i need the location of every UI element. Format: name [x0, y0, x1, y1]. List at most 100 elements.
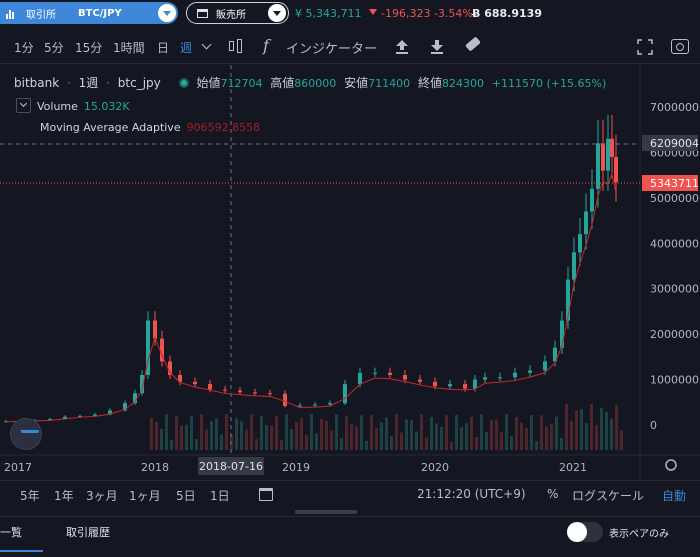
chevron-down-icon[interactable] — [158, 4, 176, 22]
low-label: 安値 — [344, 76, 369, 90]
pair-only-toggle[interactable] — [567, 522, 603, 542]
interval-week[interactable]: 週 — [180, 41, 193, 55]
volume-bar — [490, 419, 493, 450]
range-3m[interactable]: 3ヶ月 — [86, 489, 118, 503]
y-tick-label: 0 — [650, 419, 657, 432]
crosshair-x-label: 2018-07-16 — [199, 460, 263, 473]
volume-bar — [410, 420, 413, 450]
candle-body — [168, 361, 172, 376]
ma-value: 906592.8558 — [186, 121, 261, 134]
volume-bar — [210, 421, 213, 450]
candle-body — [553, 347, 557, 362]
chevron-down-icon[interactable] — [201, 39, 212, 50]
candle-body — [93, 414, 97, 416]
download-icon[interactable] — [429, 39, 445, 55]
volume-bar — [220, 434, 223, 450]
volume-bar — [335, 414, 338, 450]
percent-toggle[interactable]: % — [547, 487, 559, 501]
change-value: +111570 (+15.65%) — [491, 77, 607, 90]
interval-15m[interactable]: 15分 — [75, 41, 103, 55]
volume-bar — [295, 421, 298, 450]
y-tick-label: 3000000 — [650, 283, 699, 296]
volume-bar — [455, 415, 458, 450]
range-1y[interactable]: 1年 — [54, 489, 74, 503]
volume-bar — [310, 414, 313, 450]
candle-body — [463, 384, 467, 389]
interval-1m[interactable]: 1分 — [14, 41, 34, 55]
fullscreen-icon[interactable] — [637, 39, 653, 55]
shop-selector[interactable]: 販売所 — [186, 2, 289, 24]
clock-time: 21:12:20 (UTC+9) — [417, 487, 526, 501]
volume-bar — [420, 414, 423, 450]
last-price-badge — [642, 175, 698, 191]
log-scale-toggle[interactable]: ログスケール — [572, 489, 645, 503]
interval-5m[interactable]: 5分 — [44, 41, 64, 55]
volume-bar — [160, 428, 163, 450]
range-1d[interactable]: 1日 — [210, 489, 230, 503]
eraser-icon[interactable] — [465, 36, 481, 52]
volume-bar — [555, 416, 558, 450]
btc-volume-value: 688.9139 — [484, 7, 542, 20]
volume-bar — [535, 441, 538, 450]
tab-trade-history[interactable]: 取引履歴 — [66, 526, 110, 539]
candle-body — [358, 372, 362, 385]
candle-body — [48, 419, 52, 421]
candle-body — [606, 138, 610, 171]
candle-body — [146, 320, 150, 376]
volume-legend: Volume 15.032K — [16, 98, 130, 113]
function-icon[interactable]: f — [263, 36, 269, 55]
volume-bar — [595, 425, 598, 450]
candlestick-icon[interactable] — [228, 38, 244, 56]
chart-icon — [6, 7, 18, 19]
camera-icon[interactable] — [671, 39, 689, 54]
exchange-selector[interactable]: 取引所 BTC/JPY — [0, 2, 178, 24]
volume-bar — [315, 433, 318, 450]
x-tick-label: 2021 — [559, 461, 587, 474]
legend-symbol: btc_jpy — [117, 76, 161, 90]
price-change: -196,323 -3.54% — [381, 7, 473, 20]
candle-body — [560, 320, 564, 348]
candle-body — [601, 143, 605, 171]
volume-bar — [170, 440, 173, 450]
chart-legend: bitbank · 1週 · btc_jpy 始値712704 高値860000… — [14, 76, 607, 90]
volume-bar — [360, 415, 363, 450]
legend-interval: 1週 — [78, 76, 99, 90]
volume-bar — [235, 418, 238, 450]
candle-body — [448, 384, 452, 387]
volume-bar — [530, 414, 533, 450]
calendar-icon[interactable] — [259, 488, 273, 501]
shop-label: 販売所 — [216, 9, 246, 21]
range-1m[interactable]: 1ヶ月 — [129, 489, 161, 503]
open-value: 712704 — [220, 77, 263, 90]
volume-bar — [165, 414, 168, 450]
interval-day[interactable]: 日 — [157, 41, 170, 55]
tradingview-logo-icon[interactable] — [10, 418, 42, 450]
chevron-down-icon[interactable] — [268, 4, 286, 22]
volume-bar — [565, 404, 568, 450]
chart-area[interactable]: 7000000 6000000 5000000 4000000 3000000 20000… — [0, 65, 700, 480]
volume-bar — [280, 439, 283, 450]
tab-list[interactable]: 一覧 — [0, 526, 22, 539]
range-5d[interactable]: 5日 — [176, 489, 196, 503]
volume-bar — [485, 431, 488, 450]
volume-bar — [520, 422, 523, 450]
range-5y[interactable]: 5年 — [20, 489, 40, 503]
candle-body — [208, 384, 212, 390]
range-bar: 5年 1年 3ヶ月 1ヶ月 5日 1日 21:12:20 (UTC+9) % ロ… — [0, 480, 700, 508]
settings-gear-icon[interactable] — [665, 459, 677, 471]
volume-bar — [350, 424, 353, 450]
upload-icon[interactable] — [394, 39, 410, 55]
interval-1h[interactable]: 1時間 — [113, 41, 145, 55]
indicator-button[interactable]: インジケーター — [286, 42, 378, 57]
auto-scale-toggle[interactable]: 自動 — [662, 489, 687, 503]
bottom-tabs: 一覧 取引履歴 表示ペアのみ — [0, 516, 700, 557]
price-chart[interactable]: 7000000600000050000004000000300000020000… — [0, 65, 700, 480]
drag-handle[interactable] — [295, 510, 357, 514]
collapse-toggle[interactable] — [16, 98, 31, 113]
candle-body — [528, 370, 532, 373]
candle-body — [584, 211, 588, 235]
volume-bar — [465, 423, 468, 450]
volume-bar — [320, 418, 323, 450]
volume-bar — [370, 414, 373, 450]
candle-body — [108, 410, 112, 415]
